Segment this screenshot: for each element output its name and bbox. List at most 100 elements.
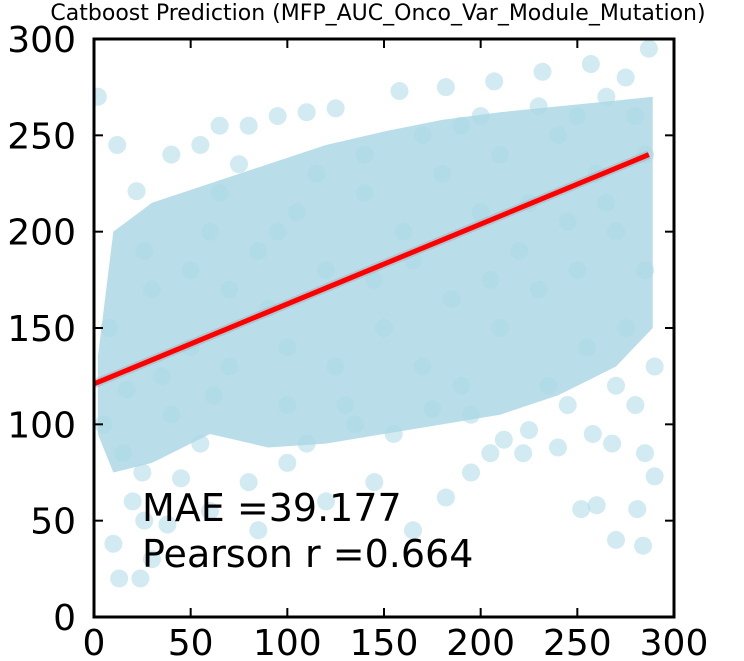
scatter-point [597,193,616,212]
y-tick-label: 250 [7,116,76,157]
scatter-point [558,213,577,232]
scatter-point [607,376,625,395]
scatter-point [181,261,200,280]
scatter-point [645,357,664,376]
scatter-point [143,550,161,569]
scatter-point [549,126,567,145]
scatter-point [626,396,645,415]
scatter-point [607,222,625,241]
scatter-point [162,145,181,164]
scatter-point [230,155,248,174]
y-tick-label: 150 [7,309,76,350]
scatter-point [278,453,297,472]
scatter-point [158,515,177,534]
scatter-point [558,396,577,415]
scatter-point [442,290,461,309]
scatter-point [307,164,326,183]
scatter-point [143,280,161,299]
x-tick-label: 200 [446,623,515,661]
scatter-point [485,72,504,91]
scatter-point [297,434,316,453]
scatter-point [239,116,258,135]
scatter-point [355,184,374,203]
scatter-point [172,469,190,488]
scatter-point [529,280,548,299]
regression-line [94,152,650,387]
scatter-point [433,164,451,183]
scatter-point [603,434,622,453]
scatter-point [117,380,136,399]
scatter-point [587,496,606,515]
scatter-point [514,444,533,463]
scatter-point [607,530,625,549]
scatter-point [94,87,107,106]
scatter-point [581,55,600,74]
scatter-point [104,534,123,553]
scatter-point [108,135,127,154]
scatter-point [413,357,432,376]
scatter-point [278,338,297,357]
scatter-point [162,405,181,424]
scatter-point [471,203,490,222]
scatter-point [346,415,364,434]
scatter-point [317,492,335,511]
x-tick-label: 150 [350,623,419,661]
scatter-point [355,145,374,164]
scatter-point [529,97,548,116]
scatter-point [634,536,653,555]
scatter-point [249,241,268,260]
scatter-point [326,99,345,118]
scatter-point [636,261,654,280]
x-tick-label: 250 [543,623,612,661]
scatter-point [572,500,591,519]
scatter-point [616,319,635,337]
scatter-point [481,444,500,463]
scatter-point [268,222,287,241]
scatter-point [491,145,509,164]
scatter-point [317,261,335,280]
scatter-point [616,68,635,87]
scatter-point [583,424,602,443]
x-tick-label: 0 [83,623,106,661]
scatter-point [384,424,403,443]
scatter-point [288,203,306,222]
scatter-point [471,107,490,126]
scatter-point [201,222,219,241]
scatter-point [628,500,647,519]
scatter-point [626,107,645,126]
x-tick-label: 50 [168,623,214,661]
x-axis: 0 50 100 150 200 250 300 [83,39,708,661]
scatter-point [481,270,500,289]
scatter-point [220,357,239,376]
scatter-point [452,116,471,135]
scatter-point [578,338,596,357]
y-axis: 0 50 100 150 200 250 300 [7,20,674,639]
scatter-point [510,241,529,260]
scatter-point [210,184,229,203]
scatter-point [297,103,316,122]
scatter-point [462,405,480,424]
scatter-point [94,415,113,434]
scatter-point [210,116,229,135]
scatter-point [135,241,154,260]
scatter-point [494,430,513,449]
scatter-point [133,463,152,482]
scatter-point [436,488,455,507]
scatter-point [191,135,210,154]
pearson-annotation: Pearson r =0.664 [142,532,473,576]
scatter-point [645,467,664,486]
scatter-point [249,521,268,540]
scatter-point [365,473,384,492]
scatter-point [390,82,409,101]
scatter-point [639,39,658,58]
scatter-point [268,107,287,126]
scatter-point [436,78,455,97]
scatter-point [533,62,552,81]
scatter-points [94,39,664,588]
scatter-point [239,473,258,492]
y-tick-label: 100 [7,405,76,446]
scatter-point [326,357,345,376]
scatter-point [100,319,119,337]
y-tick-label: 0 [53,598,76,639]
